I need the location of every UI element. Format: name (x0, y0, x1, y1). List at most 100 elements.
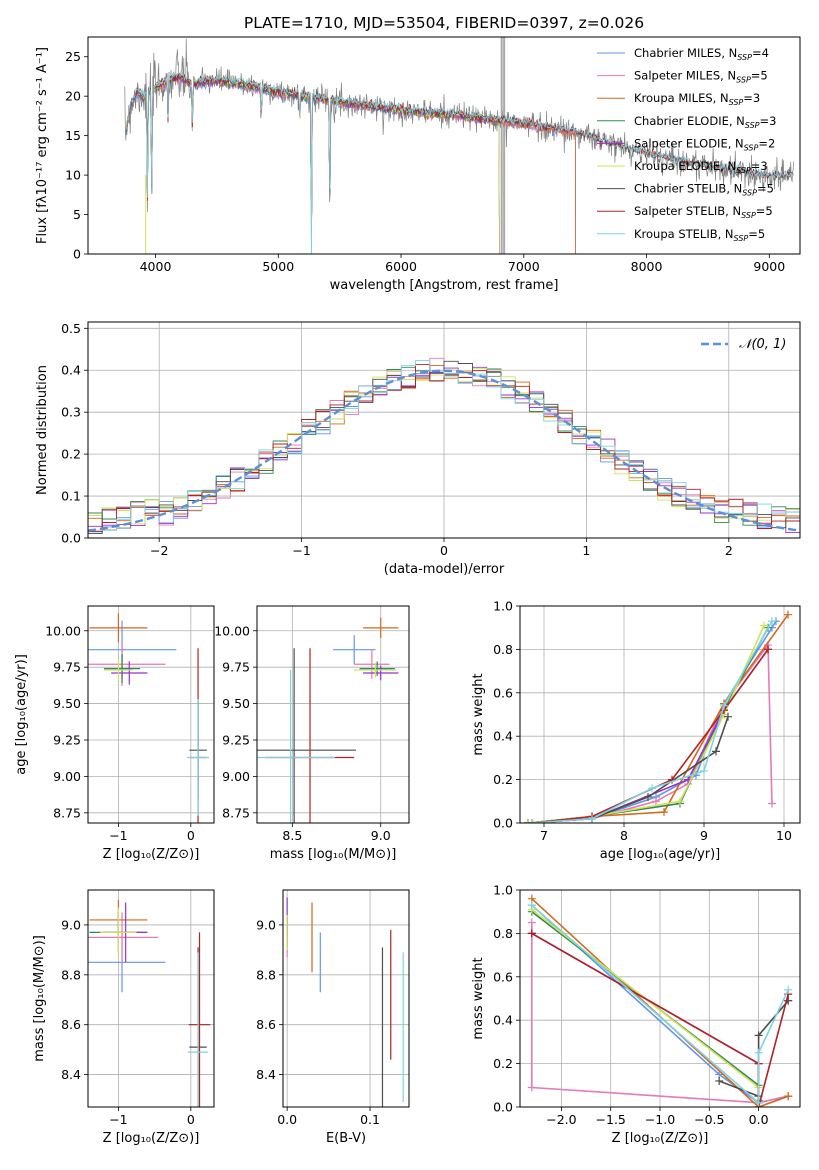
data-point-marker (754, 1098, 763, 1107)
y-tick-label: 0.6 (493, 969, 513, 984)
legend-nssp-subscript: SSP (737, 53, 752, 62)
model-spectrum-kroupa-stelib (125, 70, 794, 216)
errorbar-salpeter-stelib (188, 932, 211, 1107)
y-tick-label: 9.00 (222, 769, 250, 784)
data-point-marker (527, 918, 536, 927)
x-tick-label: 8.5 (282, 828, 302, 843)
x-axis-label: mass [log₁₀(M/M⊙)] (270, 847, 397, 862)
y-tick-label: 8.6 (61, 1017, 81, 1032)
x-tick-label: −1.5 (596, 1112, 626, 1127)
x-tick-label: 9000 (753, 259, 785, 274)
x-tick-label: 0 (440, 543, 448, 558)
x-tick-label: 1 (582, 543, 590, 558)
weight-age-lines (524, 610, 792, 823)
x-tick-label: −1 (109, 1112, 127, 1127)
y-tick-label: 0.4 (61, 363, 81, 378)
legend-series-name: Chabrier STELIB (634, 182, 726, 196)
y-tick-label: 0.1 (61, 489, 81, 504)
legend-label: Chabrier MILES, NSSP=4 (634, 46, 769, 62)
y-tick-label: 15 (65, 128, 81, 143)
data-point-marker (768, 799, 776, 808)
age-Z-frame (87, 605, 215, 824)
data-point-marker (768, 617, 776, 626)
legend-label: Kroupa ELODIE, NSSP=3 (634, 159, 768, 175)
y-tick-label: 9.25 (222, 732, 250, 747)
legend-series-name: Kroupa ELODIE (634, 159, 720, 173)
y-tick-label: 0.3 (61, 405, 81, 420)
legend-label: Salpeter MILES, NSSP=5 (634, 69, 768, 85)
age-Z-points (88, 613, 209, 823)
x-tick-label: 2 (725, 543, 733, 558)
errorbar-kroupa-miles (89, 613, 148, 643)
y-tick-label: 0.8 (493, 642, 513, 657)
legend-label: Kroupa STELIB, NSSP=5 (634, 227, 765, 243)
x-tick-label: −0.5 (694, 1112, 724, 1127)
y-tick-label: 0.4 (493, 729, 513, 744)
data-point-marker (524, 819, 532, 823)
y-tick-label: 0.0 (493, 816, 513, 831)
x-tick-label: −1 (109, 828, 127, 843)
y-tick-label: 0.5 (61, 321, 81, 336)
errorbar-kroupa-elodie (103, 658, 133, 682)
legend-nssp-prefix: , N (720, 69, 736, 83)
y-axis-label: Normed distribution (35, 365, 50, 495)
errorbar-salpeter-elodie (363, 665, 399, 681)
y-axis-label: mass weight (471, 957, 486, 1039)
x-tick-label: 9.0 (371, 828, 391, 843)
age-mass-points (257, 617, 399, 823)
y-tick-label: 1.0 (493, 883, 513, 898)
x-tick-label: 9 (700, 828, 708, 843)
weight-age-axes: 7 8 9 10 0.0 0.2 0.4 0.6 0.8 1.0 age [log₁₀(age/yr… (493, 599, 800, 862)
legend-nssp-subscript: SSP (734, 234, 749, 243)
x-axis-label: (data-model)/error (384, 562, 505, 577)
weight-age-frame (519, 605, 801, 824)
y-tick-label: 0.0 (61, 531, 81, 546)
legend-series-name: Salpeter ELODIE (634, 136, 728, 150)
errorbar-kroupa-stelib (187, 952, 209, 1107)
x-tick-label: 0.0 (749, 1112, 769, 1127)
legend-nssp-prefix: , N (725, 204, 741, 218)
x-tick-label: 0 (187, 1112, 195, 1127)
x-tick-label: 7 (540, 828, 548, 843)
legend-nssp-value: =5 (751, 69, 768, 83)
errorbar-kroupa-miles (363, 617, 399, 639)
x-tick-label: −2.0 (546, 1112, 576, 1127)
legend-nssp-subscript: SSP (736, 166, 751, 175)
data-point-marker (784, 985, 793, 994)
series-kroupa-stelib (528, 617, 776, 823)
legend-series-name: Chabrier ELODIE (634, 114, 729, 128)
weight-Z-frame (519, 889, 801, 1108)
errorbar-salpeter-miles (354, 649, 390, 679)
x-tick-label: 10 (776, 828, 792, 843)
data-point-marker (660, 808, 668, 817)
data-point-marker (528, 819, 536, 823)
x-tick-label: −1 (292, 543, 310, 558)
y-tick-label: 20 (65, 89, 81, 104)
x-tick-label: 0.0 (277, 1112, 297, 1127)
y-tick-label: 8.75 (222, 805, 250, 820)
legend-nssp-prefix: , N (720, 159, 736, 173)
legend-nssp-value: =3 (751, 159, 768, 173)
y-tick-label: 8.8 (61, 967, 81, 982)
age-mass-axes: 8.5 9.0 8.75 9.00 9.25 9.50 9.75 10.00 mass [log… (214, 606, 409, 862)
histogram-chabrier-stelib (88, 360, 800, 534)
x-tick-label: 6000 (385, 259, 417, 274)
errorbar-salpeter-miles (88, 912, 159, 963)
histogram-kroupa-stelib (88, 360, 800, 536)
data-point-marker (764, 645, 772, 654)
y-tick-label: 9.0 (61, 917, 81, 932)
y-tick-label: 8.8 (256, 967, 276, 982)
x-axis-label: age [log₁₀(age/yr)] (600, 847, 721, 862)
legend-nssp-subscript: SSP (742, 189, 757, 198)
legend-label: Chabrier STELIB, NSSP=5 (634, 182, 774, 198)
legend-nssp-subscript: SSP (736, 76, 751, 85)
errorbar-chabrier-elodie (103, 654, 141, 684)
x-tick-label: 0 (187, 828, 195, 843)
y-tick-label: 0.6 (493, 685, 513, 700)
data-point-marker (527, 901, 536, 910)
y-axis-label: Flux [fλ10⁻¹⁷ erg cm⁻² s⁻¹ A⁻¹] (35, 47, 50, 244)
y-tick-label: 10.00 (45, 623, 81, 638)
y-tick-label: 9.50 (222, 696, 250, 711)
weight-Z-lines (527, 894, 793, 1107)
